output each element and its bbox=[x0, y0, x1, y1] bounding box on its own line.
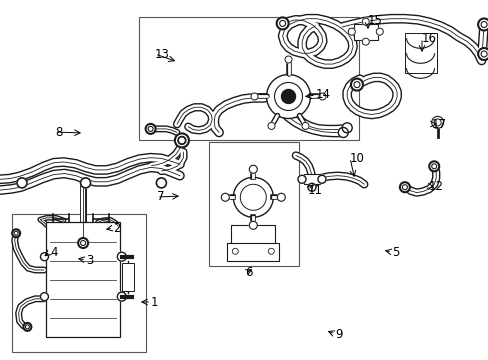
Text: 3: 3 bbox=[86, 253, 93, 266]
Text: 12: 12 bbox=[428, 180, 443, 193]
Bar bbox=[12, 214, 145, 352]
Bar bbox=[404, 33, 436, 73]
Circle shape bbox=[41, 253, 48, 261]
Circle shape bbox=[477, 18, 488, 31]
Text: 4: 4 bbox=[50, 246, 58, 258]
Circle shape bbox=[362, 38, 368, 45]
Circle shape bbox=[178, 136, 185, 144]
Circle shape bbox=[350, 78, 362, 91]
Text: 9: 9 bbox=[334, 328, 342, 341]
Circle shape bbox=[431, 116, 443, 129]
Circle shape bbox=[285, 56, 291, 63]
Circle shape bbox=[268, 248, 274, 254]
Text: 1: 1 bbox=[151, 296, 158, 309]
Text: 10: 10 bbox=[349, 152, 364, 165]
Circle shape bbox=[12, 229, 20, 237]
Circle shape bbox=[362, 18, 368, 25]
Circle shape bbox=[117, 252, 126, 261]
Circle shape bbox=[307, 183, 315, 191]
Text: 7: 7 bbox=[157, 190, 164, 203]
Circle shape bbox=[477, 48, 488, 60]
Circle shape bbox=[347, 28, 355, 35]
Circle shape bbox=[276, 17, 288, 30]
Circle shape bbox=[156, 178, 166, 188]
Bar bbox=[231, 225, 275, 245]
Circle shape bbox=[23, 323, 31, 331]
Circle shape bbox=[338, 127, 347, 138]
Circle shape bbox=[250, 93, 258, 100]
Text: 13: 13 bbox=[155, 48, 169, 60]
Circle shape bbox=[317, 175, 325, 183]
Circle shape bbox=[342, 123, 351, 133]
Circle shape bbox=[81, 178, 90, 188]
Circle shape bbox=[302, 122, 308, 130]
Text: 16: 16 bbox=[421, 31, 436, 45]
Text: 15: 15 bbox=[367, 14, 382, 27]
Circle shape bbox=[274, 82, 302, 111]
Bar bbox=[46, 222, 120, 337]
Bar bbox=[353, 24, 377, 40]
Text: 5: 5 bbox=[391, 246, 399, 258]
Bar bbox=[304, 174, 319, 184]
Circle shape bbox=[375, 28, 383, 35]
Text: 2: 2 bbox=[113, 221, 120, 234]
Circle shape bbox=[428, 161, 438, 171]
Circle shape bbox=[267, 122, 274, 130]
Circle shape bbox=[175, 134, 188, 147]
Text: 6: 6 bbox=[244, 266, 252, 279]
Circle shape bbox=[41, 293, 48, 301]
Text: 14: 14 bbox=[315, 89, 330, 102]
Text: 8: 8 bbox=[55, 126, 62, 139]
Circle shape bbox=[399, 182, 409, 192]
Circle shape bbox=[233, 177, 273, 217]
Bar bbox=[122, 263, 134, 291]
Bar bbox=[209, 142, 299, 266]
Circle shape bbox=[281, 90, 295, 103]
Circle shape bbox=[17, 178, 27, 188]
Circle shape bbox=[232, 248, 238, 254]
Circle shape bbox=[433, 119, 440, 126]
Circle shape bbox=[145, 124, 155, 134]
Text: 17: 17 bbox=[431, 117, 446, 130]
Circle shape bbox=[266, 75, 310, 118]
Circle shape bbox=[249, 221, 257, 229]
Bar bbox=[227, 243, 279, 261]
Circle shape bbox=[318, 93, 325, 100]
Circle shape bbox=[117, 292, 126, 301]
Circle shape bbox=[249, 165, 257, 173]
Circle shape bbox=[221, 193, 229, 201]
Circle shape bbox=[78, 238, 88, 248]
Bar bbox=[139, 17, 359, 140]
Text: 11: 11 bbox=[307, 184, 323, 197]
Circle shape bbox=[297, 175, 305, 183]
Circle shape bbox=[277, 193, 285, 201]
Circle shape bbox=[240, 184, 266, 210]
